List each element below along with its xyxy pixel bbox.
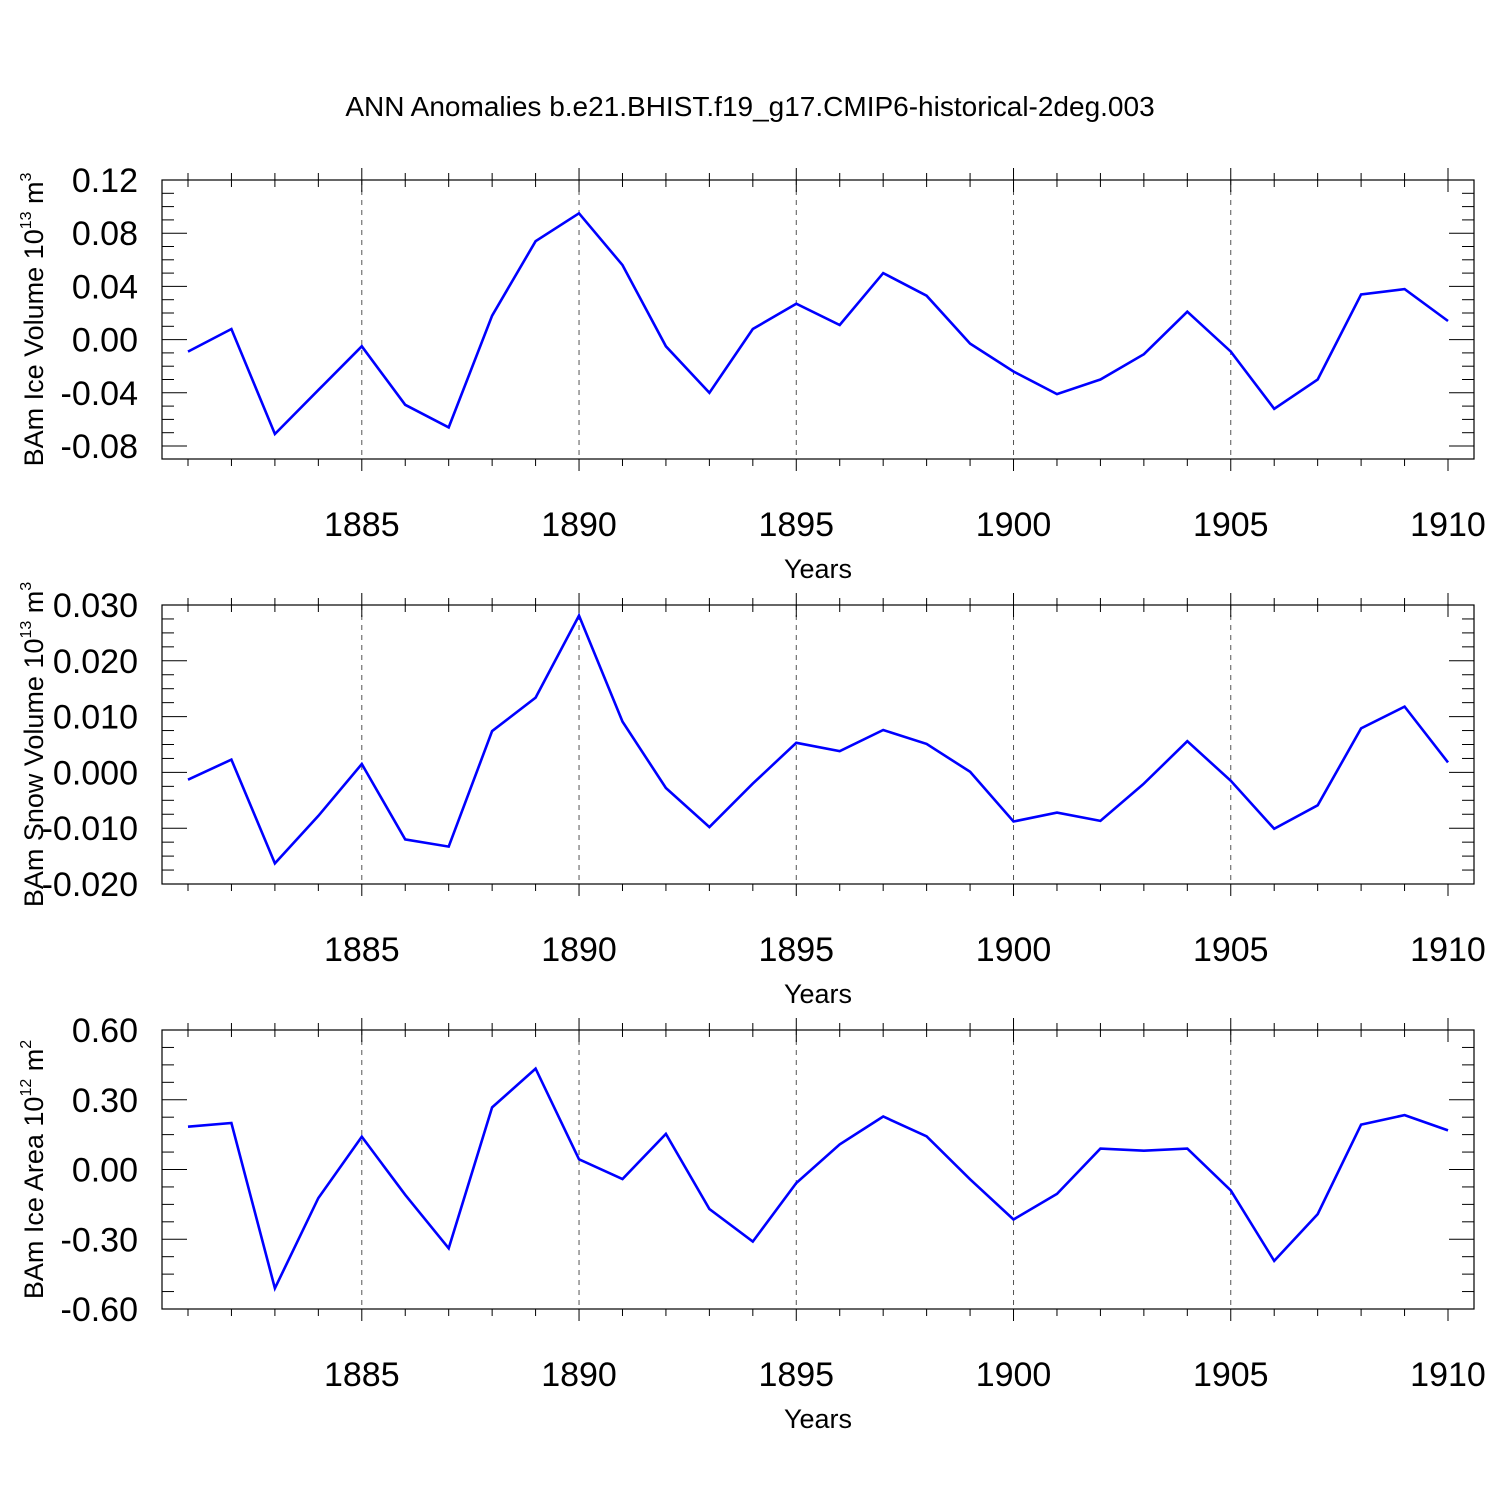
y-axis-title-exponent: 12 <box>18 1079 35 1097</box>
chart-panel-3: 1885 1890 1895 1900 1905 1910 Years 0.60 0.30 0.0… <box>18 1012 1486 1434</box>
y-axis-title: BAm Ice Area 1012 m2 <box>18 1040 49 1299</box>
series-line-1 <box>187 612 1450 866</box>
x-tick-label-1910: 1910 <box>1410 506 1486 544</box>
y-tick-label-0.00: 0.00 <box>72 1152 138 1190</box>
y-tick-label-0.030: 0.030 <box>53 587 138 625</box>
x-tick-label-1895: 1895 <box>758 1356 834 1394</box>
series-line-1 <box>187 211 1449 437</box>
y-tick-label--0.020: -0.020 <box>42 866 138 904</box>
x-axis-title: Years <box>784 979 852 1009</box>
y-axis-title-exponent: 13 <box>18 621 35 639</box>
chart-panel-1: 1885 1890 1895 1900 1905 1910 Years 0.12 0.08 0.0… <box>18 162 1486 584</box>
y-tick-label-0.60: 0.60 <box>72 1012 138 1050</box>
y-tick-label--0.60: -0.60 <box>61 1291 139 1329</box>
y-axis-title-text: BAm Snow Volume 10 <box>19 639 49 908</box>
y-axis-title-unit: m <box>19 181 49 211</box>
x-tick-label-1890: 1890 <box>541 1356 617 1394</box>
y-axis-title-unit-exponent: 3 <box>18 172 35 181</box>
y-tick-label-0.08: 0.08 <box>72 215 138 253</box>
y-axis-title: BAm Ice Volume 1013 m3 <box>18 172 49 466</box>
x-tick-label-1890: 1890 <box>541 931 617 969</box>
x-tick-label-1905: 1905 <box>1193 1356 1269 1394</box>
x-tick-label-1895: 1895 <box>758 506 834 544</box>
x-tick-label-1910: 1910 <box>1410 1356 1486 1394</box>
y-tick-label--0.08: -0.08 <box>61 428 139 466</box>
x-tick-label-1885: 1885 <box>324 506 400 544</box>
x-tick-label-1890: 1890 <box>541 506 617 544</box>
x-tick-label-1900: 1900 <box>976 1356 1052 1394</box>
x-tick-label-1885: 1885 <box>324 1356 400 1394</box>
y-tick-label-0.12: 0.12 <box>72 162 138 200</box>
y-axis-title: BAm Snow Volume 1013 m3 <box>18 582 49 907</box>
y-tick-label-0.000: 0.000 <box>53 754 138 792</box>
panels: 1885 1890 1895 1900 1905 1910 Years 0.12 0.08 0.0… <box>18 162 1486 1434</box>
x-axis-title: Years <box>784 554 852 584</box>
y-axis-title-unit: m <box>19 591 49 621</box>
y-tick-label--0.04: -0.04 <box>61 375 139 413</box>
x-tick-label-1905: 1905 <box>1193 931 1269 969</box>
y-axis-title-unit-exponent: 3 <box>18 582 35 591</box>
y-axis-title-exponent: 13 <box>18 211 35 229</box>
y-tick-label--0.010: -0.010 <box>42 810 138 848</box>
y-tick-label-0.04: 0.04 <box>72 268 138 306</box>
chart-panel-2: 1885 1890 1895 1900 1905 1910 Years 0.030 0.020 0… <box>18 582 1486 1009</box>
x-tick-label-1885: 1885 <box>324 931 400 969</box>
chart-title: ANN Anomalies b.e21.BHIST.f19_g17.CMIP6-… <box>345 91 1154 122</box>
y-axis-title-text: BAm Ice Volume 10 <box>19 229 49 466</box>
y-axis-title-unit: m <box>19 1049 49 1079</box>
y-axis-title-unit-exponent: 2 <box>18 1040 35 1049</box>
x-tick-label-1905: 1905 <box>1193 506 1269 544</box>
y-tick-label-0.010: 0.010 <box>53 699 138 737</box>
series-line-1 <box>187 1066 1449 1293</box>
x-tick-label-1900: 1900 <box>976 506 1052 544</box>
x-axis-title: Years <box>784 1404 852 1434</box>
x-tick-label-1895: 1895 <box>758 931 834 969</box>
y-tick-label-0.00: 0.00 <box>72 322 138 360</box>
plot-frame <box>161 179 1475 460</box>
x-tick-label-1900: 1900 <box>976 931 1052 969</box>
plot-frame <box>161 604 1475 885</box>
y-axis-title-text: BAm Ice Area 10 <box>19 1097 49 1300</box>
y-tick-label-0.020: 0.020 <box>53 643 138 681</box>
y-tick-label--0.30: -0.30 <box>61 1221 139 1259</box>
x-tick-label-1910: 1910 <box>1410 931 1486 969</box>
y-tick-label-0.30: 0.30 <box>72 1082 138 1120</box>
plot-frame <box>161 1029 1475 1310</box>
